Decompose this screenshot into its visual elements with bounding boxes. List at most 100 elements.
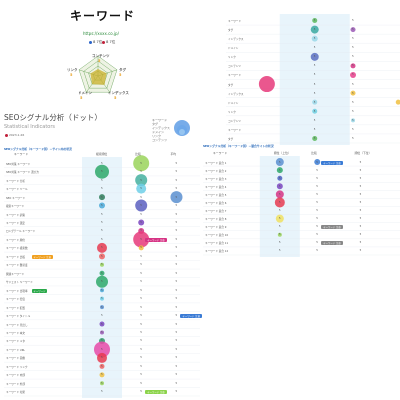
data-bubble[interactable]: [100, 381, 104, 386]
warning-tag[interactable]: キーワード 注意: [321, 160, 343, 165]
cell-value: 5: [313, 64, 316, 68]
data-bubble[interactable]: [97, 352, 107, 363]
warning-tag[interactable]: キーワード: [31, 288, 48, 293]
data-bubble[interactable]: [350, 63, 356, 69]
data-bubble[interactable]: [138, 245, 144, 251]
radar-score-area: [90, 69, 107, 85]
data-bubble[interactable]: [312, 108, 318, 114]
data-bubble[interactable]: [100, 305, 104, 310]
data-bubble[interactable]: [135, 199, 148, 212]
cell-value: 5: [316, 176, 318, 180]
data-bubble[interactable]: [100, 296, 104, 301]
data-bubble[interactable]: [136, 183, 147, 194]
cell-value: 5: [175, 271, 178, 275]
data-bubble[interactable]: [311, 35, 318, 42]
column-header[interactable]: 順位（下位）: [354, 151, 372, 155]
data-bubble[interactable]: [312, 18, 318, 24]
warning-tag[interactable]: キーワード 注意: [145, 390, 167, 395]
cell-value: 5: [316, 217, 318, 221]
data-bubble[interactable]: [99, 253, 105, 260]
warning-tag[interactable]: キーワード 注意: [145, 237, 167, 242]
warning-tag[interactable]: キーワード 注意: [31, 254, 54, 259]
column-header[interactable]: 比較: [311, 151, 317, 155]
cell-value: 5: [175, 339, 178, 343]
data-bubble[interactable]: [310, 52, 319, 61]
data-bubble[interactable]: [97, 242, 107, 253]
data-bubble[interactable]: [99, 372, 105, 378]
data-bubble[interactable]: [351, 118, 356, 123]
data-bubble[interactable]: [133, 231, 150, 248]
row-label: 検索キーワード: [6, 205, 25, 209]
data-bubble[interactable]: [314, 159, 321, 166]
data-bubble[interactable]: [100, 330, 104, 335]
column-header[interactable]: キーワード: [213, 151, 227, 155]
data-bubble[interactable]: [274, 197, 285, 208]
warning-tag[interactable]: キーワード 注意: [321, 241, 343, 246]
data-bubble[interactable]: [258, 76, 275, 93]
data-bubble[interactable]: [275, 214, 284, 223]
data-bubble[interactable]: [96, 275, 108, 288]
data-bubble[interactable]: [350, 27, 356, 33]
data-bubble[interactable]: [135, 174, 148, 187]
data-bubble[interactable]: [99, 321, 105, 327]
column-header[interactable]: 検索順位: [96, 152, 108, 156]
cell-value: 5: [101, 305, 103, 309]
cell-value: 5: [359, 241, 362, 245]
cell-value: 5: [140, 178, 142, 182]
cell-value: 5: [140, 314, 142, 318]
cell-value: 5: [101, 263, 103, 267]
data-bubble[interactable]: [312, 99, 318, 105]
top-right-bubble-table: キーワード 5 5 タグ 5 5 インデックス 5 5 ドメイン 5 5 リンク 5 5 コンテンツ 5 5 キーワ…: [226, 12, 400, 147]
data-bubble[interactable]: [276, 183, 283, 190]
cell-value: 5: [140, 229, 142, 233]
top-right-graphic: [226, 14, 400, 145]
cell-value: 5: [101, 390, 103, 394]
cell-value: 5: [175, 187, 178, 191]
data-bubble[interactable]: [94, 341, 110, 358]
data-bubble[interactable]: [350, 90, 356, 96]
data-bubble[interactable]: [170, 191, 183, 204]
cell-value: 5: [175, 204, 178, 208]
row-label: コンテンツ: [228, 119, 241, 123]
row-label: リンク: [228, 56, 236, 60]
cell-value: 5: [140, 254, 142, 258]
row-label: SEO対策 キーワード 選び方: [6, 171, 39, 175]
column-header[interactable]: 順位（上位）: [273, 151, 291, 155]
data-bubble[interactable]: [350, 71, 357, 78]
data-bubble[interactable]: [277, 232, 282, 237]
data-bubble[interactable]: [133, 155, 150, 172]
cell-value: 5: [352, 73, 354, 77]
rank-badge-1-label: 8 7位: [93, 40, 103, 44]
keyword-url[interactable]: https://xxxx.co.jp/: [83, 31, 119, 36]
data-bubble[interactable]: [99, 202, 105, 209]
data-bubble[interactable]: [277, 175, 283, 181]
cell-value: 5: [101, 271, 103, 275]
data-bubble[interactable]: [99, 363, 105, 369]
column-header[interactable]: 平均: [170, 152, 177, 156]
data-bubble[interactable]: [99, 270, 105, 276]
data-bubble[interactable]: [95, 164, 109, 179]
data-bubble[interactable]: [395, 99, 400, 105]
row-label: キーワード 順位: [6, 238, 25, 242]
cell-value: 5: [101, 280, 103, 284]
warning-tag[interactable]: キーワード 注意: [321, 225, 343, 230]
cell-value: 5: [101, 373, 103, 377]
data-bubble[interactable]: [312, 135, 318, 141]
cell-value: 5: [175, 347, 178, 351]
data-bubble[interactable]: [276, 167, 283, 174]
cell-value: 5: [316, 209, 318, 213]
row-label: キーワード 競合 6: [205, 201, 227, 205]
warning-tag[interactable]: キーワード 注意: [180, 314, 202, 319]
column-header[interactable]: 比較: [135, 152, 141, 156]
data-bubble[interactable]: [275, 158, 284, 167]
data-bubble[interactable]: [138, 219, 145, 226]
data-bubble[interactable]: [100, 262, 104, 267]
data-bubble[interactable]: [275, 190, 284, 199]
data-bubble[interactable]: [310, 25, 319, 34]
radar-axis-domain-value: 5: [80, 96, 83, 100]
bottom-right-graphic: [203, 156, 400, 257]
data-bubble[interactable]: [100, 288, 104, 293]
data-bubble[interactable]: [99, 194, 105, 201]
column-header[interactable]: キーワード: [14, 152, 28, 156]
